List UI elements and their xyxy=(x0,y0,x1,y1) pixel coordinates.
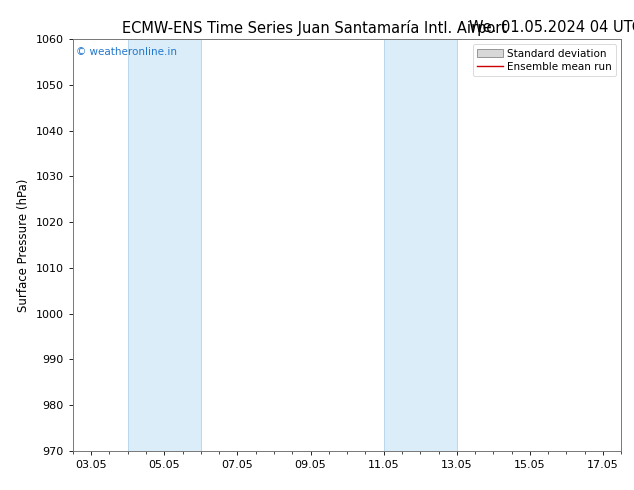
Legend: Standard deviation, Ensemble mean run: Standard deviation, Ensemble mean run xyxy=(473,45,616,76)
Text: We. 01.05.2024 04 UTC: We. 01.05.2024 04 UTC xyxy=(469,20,634,35)
Text: © weatheronline.in: © weatheronline.in xyxy=(75,48,177,57)
Bar xyxy=(127,39,201,451)
Text: ECMW-ENS Time Series Juan Santamaría Intl. Airport: ECMW-ENS Time Series Juan Santamaría Int… xyxy=(122,20,507,36)
Bar xyxy=(384,39,456,451)
Y-axis label: Surface Pressure (hPa): Surface Pressure (hPa) xyxy=(17,178,30,312)
